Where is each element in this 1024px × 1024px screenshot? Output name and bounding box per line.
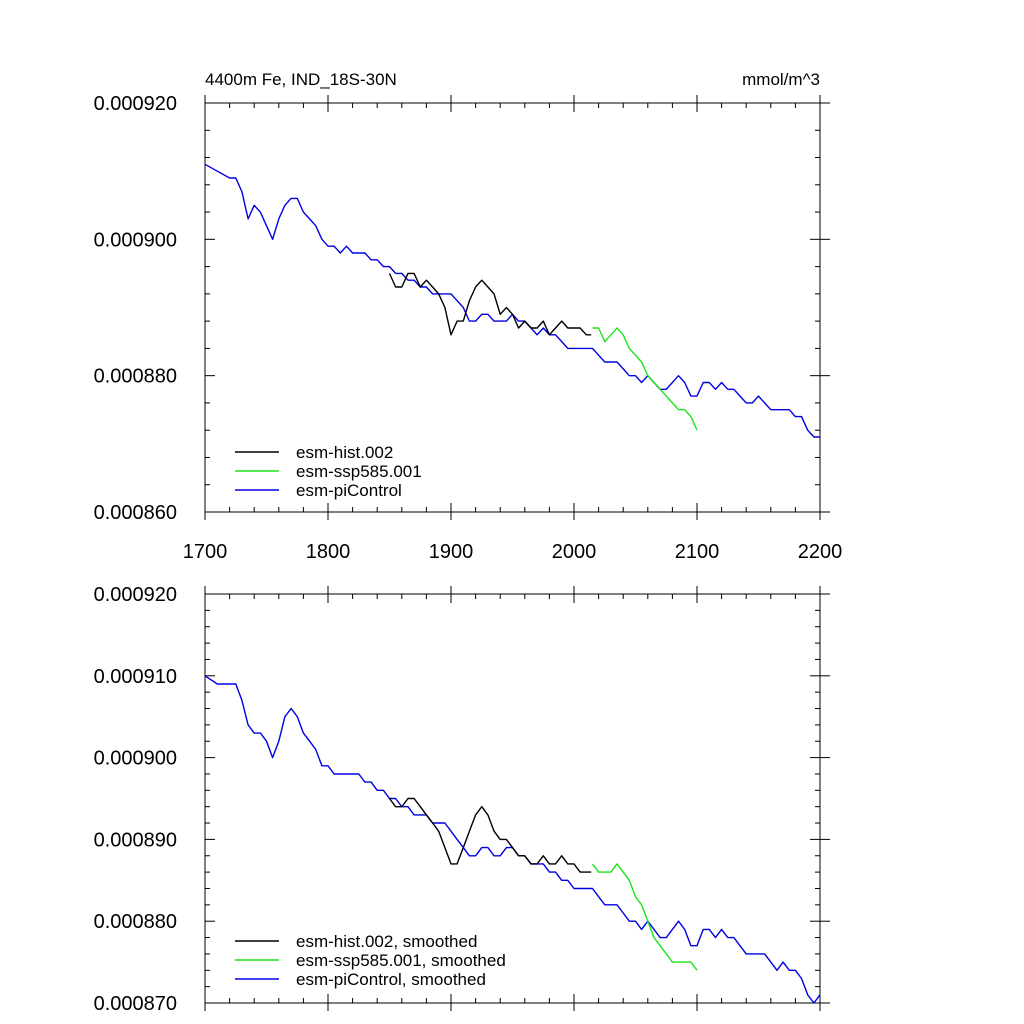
chart-title: 4400m Fe, IND_18S-30N: [205, 70, 397, 89]
y-tick-label-bottom: 0.000890: [94, 829, 177, 851]
series-line-top-0: [388, 272, 592, 336]
legend-label-bottom-1: esm-ssp585.001, smoothed: [296, 951, 506, 970]
y-tick-label-bottom: 0.000920: [94, 584, 177, 606]
legend-label-top-2: esm-piControl: [296, 481, 402, 500]
plot-frame-top: [204, 102, 821, 513]
y-tick-label-bottom: 0.000900: [94, 748, 177, 770]
series-line-top-1: [592, 327, 698, 431]
panel-top: 0.000920 0.000900 0.000880 0.000860 1700 1800…: [94, 93, 843, 563]
y-tick-label-top: 0.000860: [94, 502, 177, 524]
x-tick-label-top: 2000: [552, 541, 597, 563]
units-label: mmol/m^3: [742, 70, 820, 89]
y-tick-label-bottom: 0.000870: [94, 993, 177, 1015]
series-line-bottom-1: [591, 863, 698, 971]
plot-frame-bottom: [204, 593, 821, 1004]
x-tick-label-top: 1700: [183, 541, 228, 563]
y-tick-label-top: 0.000920: [94, 93, 177, 115]
x-tick-label-top: 2200: [798, 541, 843, 563]
x-tick-label-top: 2100: [675, 541, 720, 563]
legend-label-top-0: esm-hist.002: [296, 443, 393, 462]
y-tick-label-top: 0.000900: [94, 229, 177, 251]
y-tick-label-top: 0.000880: [94, 366, 177, 388]
series-line-top-2: [204, 163, 820, 438]
x-tick-label-top: 1800: [306, 541, 351, 563]
y-tick-label-bottom: 0.000880: [94, 911, 177, 933]
legend-label-bottom-2: esm-piControl, smoothed: [296, 970, 486, 989]
y-tick-label-bottom: 0.000910: [94, 666, 177, 688]
panel-bottom: 0.000920 0.000910 0.000900 0.000890 0.000880…: [94, 584, 830, 1015]
x-tick-label-top: 1900: [429, 541, 474, 563]
legend-label-top-1: esm-ssp585.001: [296, 462, 422, 481]
legend-label-bottom-0: esm-hist.002, smoothed: [296, 932, 477, 951]
series-line-bottom-0: [388, 797, 592, 873]
